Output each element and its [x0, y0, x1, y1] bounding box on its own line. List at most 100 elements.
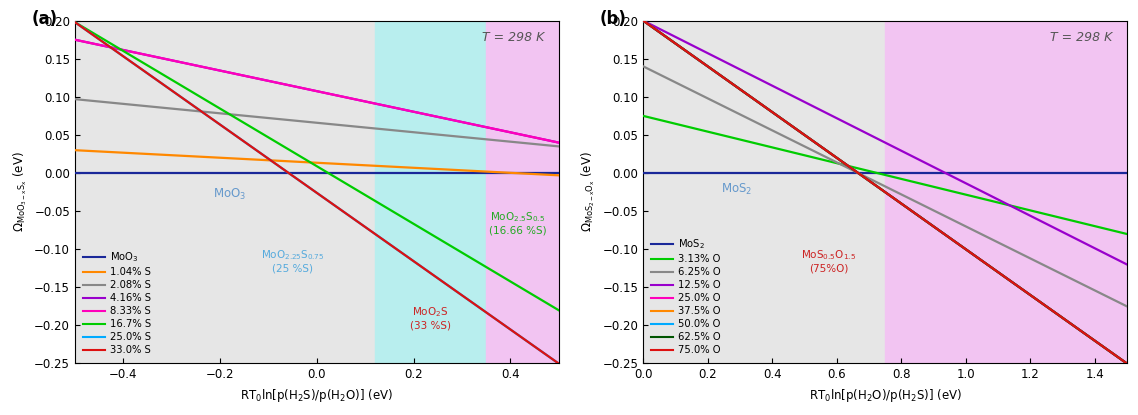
- 16.7% S: [506, 281, 520, 286]
- 4.16% S: [552, 140, 566, 145]
- Bar: [885, 21, 1127, 364]
- 16.7% S: [552, 308, 566, 312]
- 75.0% O: [638, 20, 652, 24]
- MoS$_2$: [1044, 171, 1057, 176]
- 37.5% O: [636, 18, 650, 23]
- Text: MoS$_2$: MoS$_2$: [721, 182, 752, 198]
- 1.04% S: [69, 148, 83, 153]
- 4.16% S: [68, 37, 82, 42]
- 3.13% O: [636, 113, 650, 118]
- 2.08% S: [356, 125, 370, 130]
- 16.7% S: [476, 262, 489, 267]
- 37.5% O: [1044, 307, 1057, 312]
- 3.13% O: [1074, 220, 1088, 225]
- Line: 50.0% O: 50.0% O: [643, 21, 1127, 364]
- 33.0% S: [356, 223, 370, 228]
- 75.0% O: [1044, 307, 1057, 312]
- Line: 2.08% S: 2.08% S: [75, 99, 559, 146]
- Line: 6.25% O: 6.25% O: [643, 66, 1127, 306]
- 25.0% O: [1044, 307, 1057, 312]
- 8.33% S: [356, 98, 370, 103]
- 25.0% O: [924, 222, 938, 227]
- 12.5% O: [932, 167, 946, 172]
- 8.33% S: [69, 38, 83, 43]
- 33.0% S: [364, 229, 378, 234]
- MoO$_3$: [506, 171, 520, 176]
- 25.0% O: [932, 228, 946, 233]
- 8.33% S: [354, 98, 368, 103]
- 50.0% O: [932, 228, 946, 233]
- 12.5% O: [1120, 262, 1133, 267]
- 37.5% O: [1074, 329, 1088, 334]
- X-axis label: RT$_0$ln[p(H$_2$O)/p(H$_2$S)] (eV): RT$_0$ln[p(H$_2$O)/p(H$_2$S)] (eV): [808, 387, 962, 404]
- 12.5% O: [1044, 224, 1057, 229]
- 4.16% S: [364, 100, 378, 105]
- Line: 8.33% S: 8.33% S: [75, 40, 559, 143]
- Y-axis label: $\Omega_{\mathrm{MoO_{3-x}S_x}}$ (eV): $\Omega_{\mathrm{MoO_{3-x}S_x}}$ (eV): [11, 152, 28, 232]
- 25.0% S: [68, 20, 82, 25]
- 37.5% O: [924, 222, 938, 227]
- Text: MoO$_2$S
(33 %S): MoO$_2$S (33 %S): [410, 305, 451, 330]
- MoO$_3$: [68, 171, 82, 176]
- 62.5% O: [932, 228, 946, 233]
- 33.0% S: [552, 361, 566, 366]
- 16.7% S: [68, 20, 82, 25]
- 6.25% O: [924, 207, 938, 212]
- Text: MoO$_3$: MoO$_3$: [213, 187, 246, 202]
- 62.5% O: [923, 221, 937, 226]
- MoO$_3$: [364, 171, 378, 176]
- 1.04% S: [354, 163, 368, 168]
- 2.08% S: [69, 97, 83, 102]
- Bar: [486, 21, 559, 364]
- 33.0% S: [354, 222, 368, 227]
- Legend: MoO$_3$, 1.04% S, 2.08% S, 4.16% S, 8.33% S, 16.7% S, 25.0% S, 33.0% S: MoO$_3$, 1.04% S, 2.08% S, 4.16% S, 8.33…: [80, 248, 154, 359]
- 6.25% O: [636, 64, 650, 69]
- 4.16% S: [354, 98, 368, 103]
- Line: 3.13% O: 3.13% O: [643, 116, 1127, 234]
- 8.33% S: [506, 130, 520, 135]
- 8.33% S: [476, 124, 489, 129]
- 2.08% S: [354, 124, 368, 129]
- 25.0% O: [1120, 361, 1133, 366]
- 3.13% O: [1120, 232, 1133, 237]
- MoS$_2$: [1074, 171, 1088, 176]
- 3.13% O: [923, 183, 937, 188]
- 75.0% O: [923, 221, 937, 226]
- MoS$_2$: [923, 171, 937, 176]
- 6.25% O: [1074, 281, 1088, 286]
- Line: 4.16% S: 4.16% S: [75, 40, 559, 143]
- 12.5% O: [1074, 239, 1088, 244]
- 62.5% O: [638, 20, 652, 24]
- 16.7% S: [364, 196, 378, 201]
- 62.5% O: [924, 222, 938, 227]
- Line: 25.0% O: 25.0% O: [643, 21, 1127, 364]
- 62.5% O: [1120, 361, 1133, 366]
- Line: 33.0% S: 33.0% S: [75, 22, 559, 364]
- 33.0% S: [69, 21, 83, 26]
- 2.08% S: [506, 139, 520, 144]
- 3.13% O: [638, 114, 652, 119]
- 25.0% S: [552, 361, 566, 366]
- 1.04% S: [506, 171, 520, 176]
- 25.0% O: [923, 221, 937, 226]
- 12.5% O: [923, 163, 937, 168]
- 1.04% S: [356, 163, 370, 168]
- 75.0% O: [1074, 329, 1088, 334]
- 25.0% S: [476, 308, 489, 312]
- Line: 1.04% S: 1.04% S: [75, 150, 559, 175]
- 4.16% S: [506, 130, 520, 135]
- 3.13% O: [924, 184, 938, 189]
- Text: MoO$_{2.25}$S$_{0.75}$
(25 %S): MoO$_{2.25}$S$_{0.75}$ (25 %S): [261, 248, 324, 273]
- MoS$_2$: [1120, 171, 1133, 176]
- MoO$_3$: [69, 171, 83, 176]
- Text: T = 298 K: T = 298 K: [1050, 31, 1112, 44]
- MoO$_3$: [356, 171, 370, 176]
- 8.33% S: [364, 100, 378, 105]
- Bar: [374, 21, 486, 364]
- 16.7% S: [69, 21, 83, 26]
- 16.7% S: [356, 191, 370, 196]
- 50.0% O: [1074, 329, 1088, 334]
- 25.0% S: [356, 223, 370, 228]
- 12.5% O: [636, 18, 650, 23]
- Y-axis label: $\Omega_{\mathrm{MoS_{2-x}O_x}}$ (eV): $\Omega_{\mathrm{MoS_{2-x}O_x}}$ (eV): [579, 152, 597, 232]
